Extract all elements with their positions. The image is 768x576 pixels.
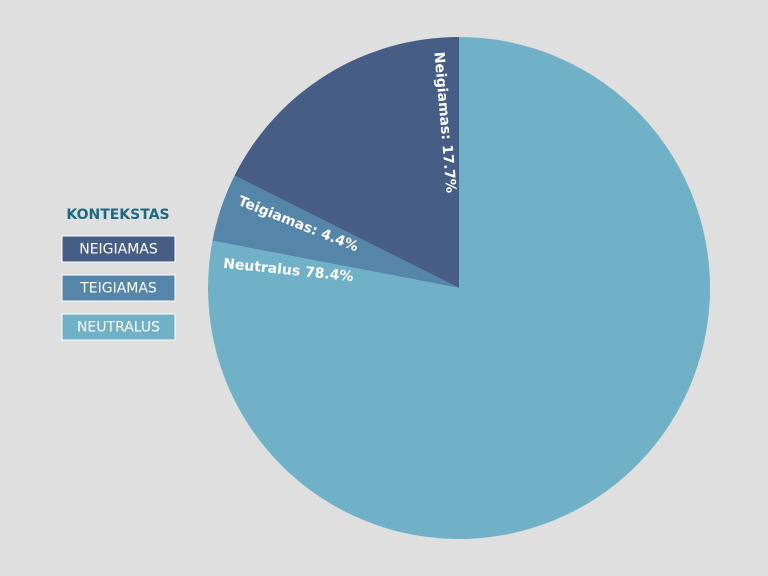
legend-swatch — [61, 274, 176, 302]
legend-label: NEUTRALUS — [77, 320, 160, 336]
legend-label: NEIGIAMAS — [79, 242, 158, 258]
pie-slice — [234, 37, 459, 288]
pie-slice — [212, 175, 459, 288]
legend-label: TEIGIAMAS — [79, 281, 157, 297]
legend-swatch — [61, 235, 176, 263]
legend-swatch — [61, 313, 176, 341]
legend-title: KONTEKSTAS — [66, 207, 169, 223]
pie-slice — [208, 37, 710, 539]
